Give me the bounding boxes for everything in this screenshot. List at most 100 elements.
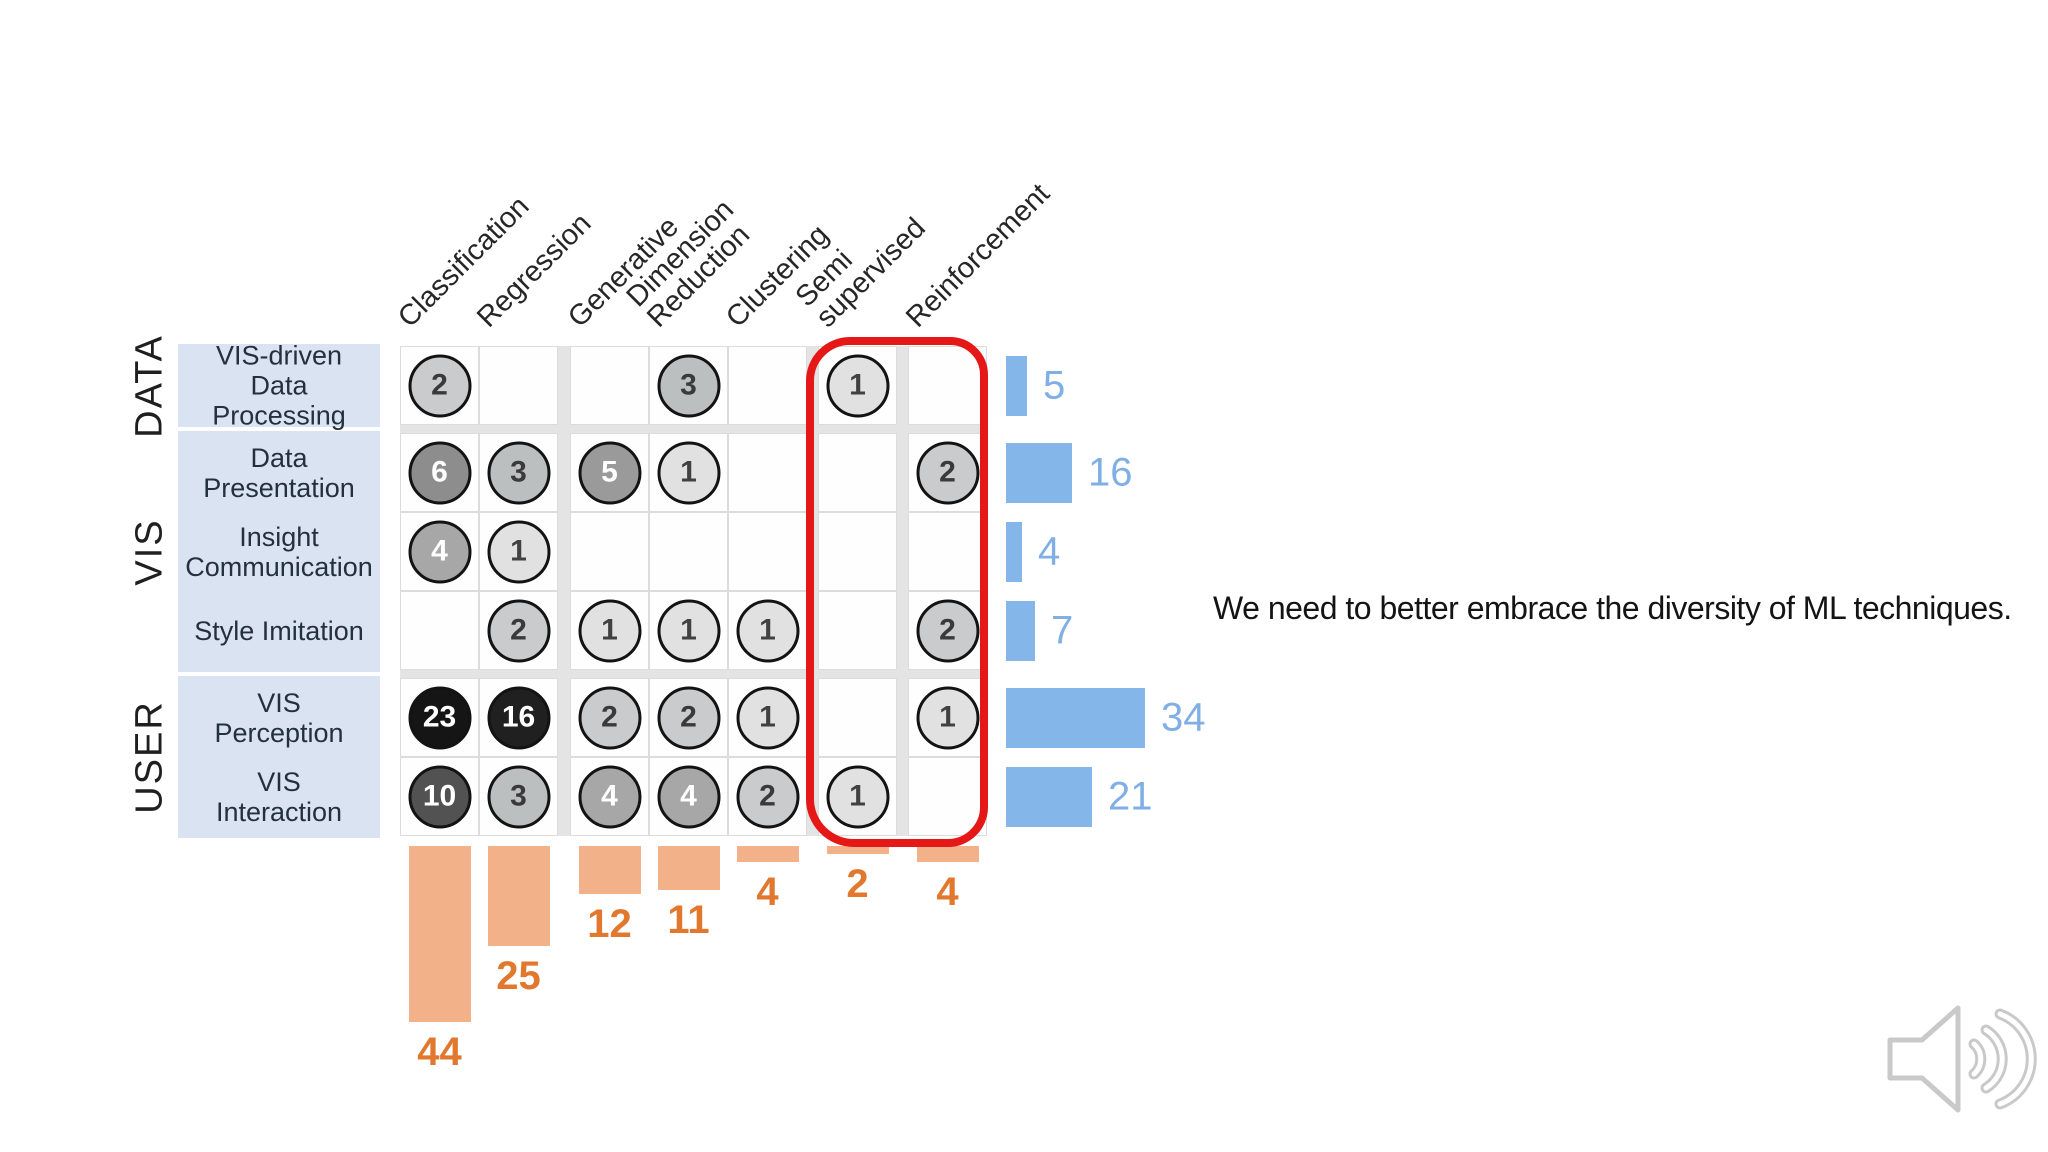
matrix-cell	[649, 512, 728, 591]
matrix-cell: 4	[400, 512, 479, 591]
cell-count-circle: 16	[487, 686, 550, 749]
column-total-label: 25	[496, 954, 541, 998]
sound-wave-small-inner	[1971, 1041, 1984, 1077]
row-total-bar	[1006, 600, 1035, 661]
matrix-cell: 16	[479, 678, 558, 757]
column-total-bar	[487, 846, 550, 946]
matrix-cell: 2	[479, 591, 558, 670]
matrix-cell: 1	[649, 591, 728, 670]
row-label-box	[178, 431, 380, 672]
cell-count-circle: 23	[408, 686, 471, 749]
column-header: Reinforcement	[900, 177, 1057, 334]
matrix-cell	[818, 433, 897, 512]
row-group-label: USER	[128, 700, 171, 814]
matrix-cell: 1	[649, 433, 728, 512]
cell-count-circle: 2	[916, 599, 979, 662]
row-label: Data Presentation	[203, 442, 355, 503]
row-group-label: VIS	[128, 517, 171, 586]
cell-count-circle: 3	[487, 441, 550, 504]
matrix-cell: 1	[479, 512, 558, 591]
row-label-box	[178, 676, 380, 838]
cell-count-circle: 1	[736, 686, 799, 749]
matrix-cell: 2	[908, 591, 987, 670]
row-total-bar	[1006, 355, 1027, 416]
matrix-cell: 23	[400, 678, 479, 757]
column-total-label: 11	[667, 898, 710, 942]
column-total-label: 12	[587, 902, 632, 946]
column-total-bar	[657, 846, 720, 890]
cell-count-circle: 2	[408, 354, 471, 417]
matrix-cell: 2	[649, 678, 728, 757]
cell-count-circle: 1	[657, 441, 720, 504]
row-label: VIS-driven Data Processing	[212, 340, 346, 431]
sound-wave-large-inner	[1997, 1011, 2034, 1107]
cell-count-circle: 3	[487, 765, 550, 828]
row-label: Style Imitation	[194, 615, 364, 646]
cell-count-circle: 2	[657, 686, 720, 749]
speaker-icon	[1887, 1005, 2037, 1113]
matrix-cell	[818, 678, 897, 757]
matrix-cell	[570, 346, 649, 425]
matrix-cell: 10	[400, 757, 479, 836]
cell-count-circle: 4	[408, 520, 471, 583]
column-total-bar	[916, 846, 979, 862]
matrix-cell	[728, 346, 807, 425]
matrix-cell	[479, 346, 558, 425]
cell-count-circle: 1	[578, 599, 641, 662]
cell-count-circle: 3	[657, 354, 720, 417]
column-total-label: 4	[756, 870, 779, 914]
matrix-cell: 1	[728, 591, 807, 670]
column-total-bar	[736, 846, 799, 862]
row-label: Insight Communication	[185, 521, 373, 582]
cell-count-circle: 1	[736, 599, 799, 662]
cell-count-circle: 2	[736, 765, 799, 828]
row-group-label: DATA	[128, 333, 171, 438]
row-total-label: 21	[1108, 774, 1153, 818]
matrix-cell	[728, 433, 807, 512]
sound-wave-mid-inner	[1983, 1027, 2005, 1091]
row-label: VIS Interaction	[215, 766, 343, 827]
matrix-cell: 4	[649, 757, 728, 836]
matrix-cell: 6	[400, 433, 479, 512]
speaker-body	[1887, 1005, 1961, 1113]
cell-count-circle: 1	[487, 520, 550, 583]
matrix-cell: 4	[570, 757, 649, 836]
matrix-cell: 2	[400, 346, 479, 425]
cell-count-circle: 2	[578, 686, 641, 749]
cell-count-circle: 1	[657, 599, 720, 662]
matrix-cell: 1	[908, 678, 987, 757]
takeaway-text: We need to better embrace the diversity …	[1213, 590, 2012, 626]
cell-count-circle: 10	[408, 765, 471, 828]
row-total-bar	[1006, 521, 1022, 582]
cell-count-circle: 4	[657, 765, 720, 828]
row-total-bar	[1006, 442, 1072, 503]
row-total-bar	[1006, 687, 1145, 748]
row-label-box	[178, 344, 380, 427]
matrix-cell: 3	[479, 433, 558, 512]
matrix-cell	[570, 512, 649, 591]
audio-speaker-button[interactable]	[1882, 1000, 2042, 1118]
matrix-cell: 1	[570, 591, 649, 670]
matrix-cell: 2	[570, 678, 649, 757]
matrix-cell	[400, 591, 479, 670]
row-total-bar	[1006, 766, 1092, 827]
column-total-bar	[826, 846, 889, 854]
column-total-label: 2	[846, 862, 869, 906]
row-total-label: 16	[1088, 450, 1133, 494]
column-total-bar	[578, 846, 641, 894]
cell-count-circle: 4	[578, 765, 641, 828]
row-total-label: 34	[1161, 695, 1206, 739]
matrix-cell: 1	[728, 678, 807, 757]
matrix-cell	[908, 512, 987, 591]
row-total-label: 4	[1038, 529, 1061, 573]
matrix-cell	[818, 512, 897, 591]
matrix-cell	[818, 591, 897, 670]
row-total-label: 5	[1043, 363, 1066, 407]
matrix-cell: 2	[728, 757, 807, 836]
cell-count-circle: 2	[916, 441, 979, 504]
cell-count-circle: 6	[408, 441, 471, 504]
matrix-cell: 3	[479, 757, 558, 836]
column-total-bar	[408, 846, 471, 1022]
highlight-outline-semi-reinforcement	[806, 337, 988, 847]
